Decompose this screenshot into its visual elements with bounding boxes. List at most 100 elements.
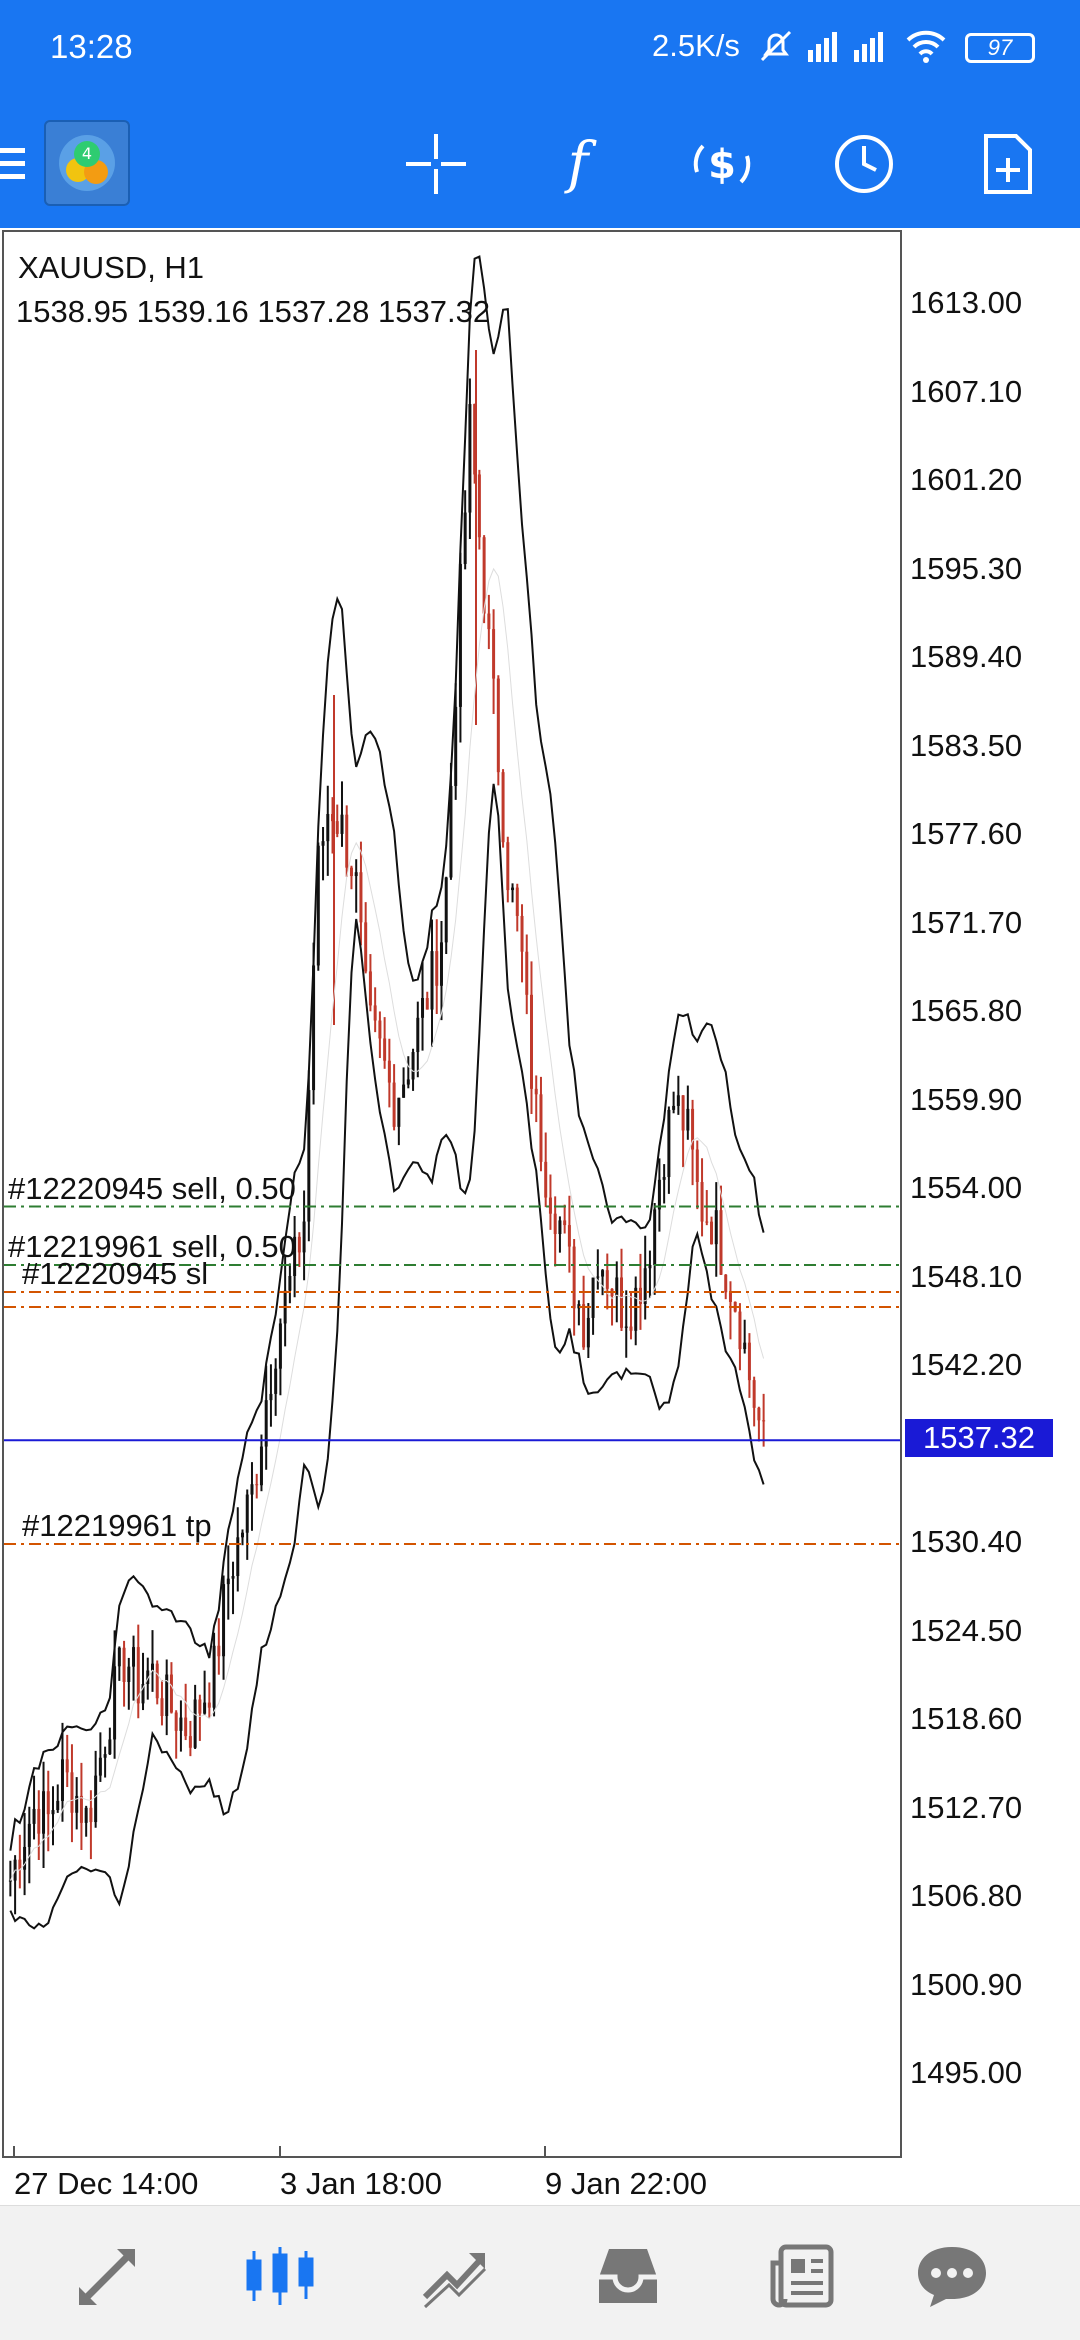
battery-level: 97 [987,35,1013,60]
candle-body [496,678,500,773]
candle-body [411,1052,415,1080]
candle-body [454,706,458,786]
candle-body [392,1082,396,1127]
candle-body [757,1407,761,1421]
history-tab[interactable] [588,2236,668,2316]
candle-body [397,1097,401,1127]
price-axis-label: 1506.80 [910,1878,1023,1913]
candle-body [179,1717,183,1731]
candle-body [567,1225,571,1247]
candle-body [108,1739,112,1755]
candle-body [127,1666,131,1682]
candle-body [529,994,533,1089]
new-order-icon[interactable] [966,122,1050,206]
candle-body [146,1670,150,1684]
candle-body [293,1236,297,1276]
candle-body [98,1757,102,1776]
candle-body [18,1859,22,1870]
candle-body [203,1702,207,1714]
candle-body [620,1277,624,1328]
price-axis-label: 1583.50 [910,727,1023,763]
candle-body [421,998,425,1018]
candle-body [416,1017,420,1053]
candle-body [226,1578,230,1585]
candle-body [548,1197,552,1214]
bollinger-upper [9,255,765,1851]
price-axis-label: 1595.30 [910,550,1023,586]
metatrader-logo[interactable]: 4 [44,120,130,206]
candle-body [23,1846,27,1870]
candle-body [700,1182,704,1222]
candle-body [46,1791,50,1815]
candle-body [359,872,363,923]
price-axis-label: 1500.90 [910,1966,1023,2002]
candle-body [42,1791,46,1834]
candle-body [657,1179,661,1210]
candle-body [297,1236,301,1253]
trade-tab[interactable] [414,2236,494,2316]
candle-body [672,1105,676,1110]
quotes-tab[interactable] [68,2236,148,2316]
price-chart[interactable] [4,232,900,2156]
candle-body [743,1342,747,1350]
order-label[interactable]: #12219961 sell, 0.50 [8,1229,296,1264]
candle-body [430,951,434,1010]
candle-body [312,965,316,1091]
crosshair-icon[interactable] [394,122,478,206]
price-axis-label: 1518.60 [910,1701,1023,1736]
candle-body [738,1311,742,1350]
order-label[interactable]: #12219961 tp [22,1508,212,1543]
timeframe-icon[interactable] [822,122,906,206]
candle-body [653,1209,657,1265]
wifi-icon [906,28,946,69]
candle-body [259,1446,263,1486]
candle-body [667,1109,671,1178]
candle-body [511,887,515,891]
candle-body [222,1584,226,1657]
candle-body [340,814,344,834]
trade-icon [422,2253,487,2309]
time-axis-label: 9 Jan 22:00 [545,2166,708,2201]
chart-area[interactable]: XAUUSD, H1 1538.95 1539.16 1537.28 1537.… [0,228,1080,2228]
svg-text:f: f [564,132,598,196]
candle-body [79,1795,83,1823]
candle-body [56,1800,60,1811]
price-axis-label: 1589.40 [910,639,1023,674]
chart-frame[interactable]: XAUUSD, H1 1538.95 1539.16 1537.28 1537.… [2,230,902,2158]
mute-icon [758,28,794,69]
order-label[interactable]: #12220945 sell, 0.50 [8,1170,296,1206]
candle-body [316,845,320,966]
battery-icon: 97 [965,33,1035,63]
candle-body [60,1759,64,1801]
candle-body [506,842,510,891]
candle-body [605,1270,609,1289]
candle-body [539,1094,543,1162]
candle-body [141,1683,145,1704]
order-label[interactable]: #12220945 sl [22,1256,209,1291]
chart-tab[interactable] [240,2236,320,2316]
chat-tab[interactable] [912,2236,992,2316]
candle-body [274,1368,278,1394]
candle-body [686,1108,690,1131]
menu-icon[interactable] [0,122,40,206]
candle-body [544,1161,548,1198]
candle-body [326,814,330,842]
signal-icon [852,28,888,69]
candle-body [132,1647,136,1667]
candle-body [762,1420,766,1422]
candle-body [582,1304,586,1348]
news-tab[interactable] [762,2236,842,2316]
candle-body [444,877,448,943]
candle-body [212,1645,216,1708]
candle-body [364,922,368,972]
top-toolbar: 4 f $ [0,100,1080,228]
candle-body [425,998,429,1010]
symbols-icon[interactable]: $ [680,122,764,206]
price-axis-label: 1530.40 [910,1524,1023,1559]
candle-body [492,629,496,679]
candle-body [634,1287,638,1331]
candle-body [477,474,481,538]
price-axis-label: 1495.00 [910,2055,1023,2090]
indicators-icon[interactable]: f [536,122,620,206]
candle-body [278,1323,282,1369]
